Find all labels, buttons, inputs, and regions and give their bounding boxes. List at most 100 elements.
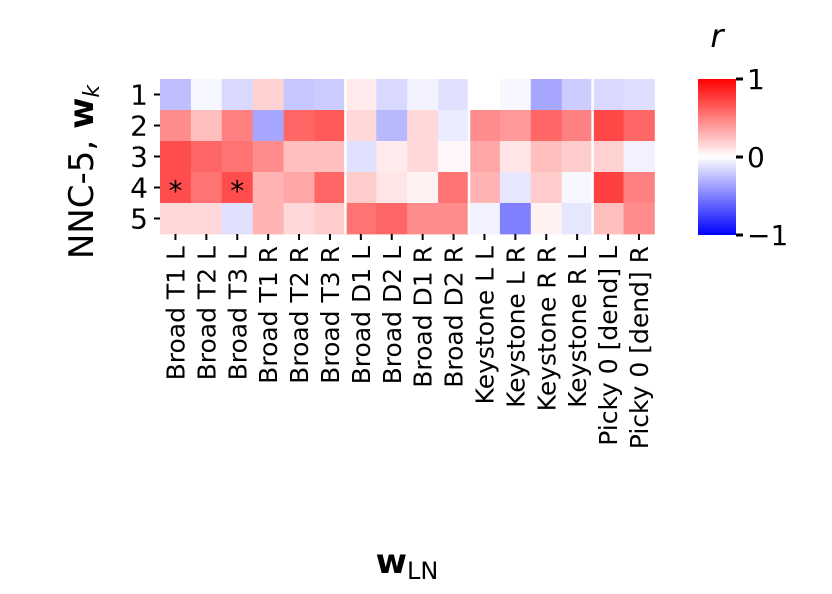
heatmap-cell: [283, 79, 315, 111]
heatmap-cell: [592, 79, 624, 111]
heatmap-cell: [221, 110, 254, 142]
y-axis-label-prefix: NNC-5,: [62, 129, 102, 259]
heatmap-cell: [407, 172, 439, 204]
heatmap-cell: [345, 172, 377, 204]
column-tick-label: Broad T2 L: [192, 246, 221, 380]
heatmap-cell: [345, 79, 377, 111]
significance-marker: *: [168, 175, 182, 208]
heatmap-cell: [345, 141, 377, 173]
column-tick-label: Picky 0 [dend] L: [594, 246, 623, 446]
heatmap-cell: [469, 110, 501, 142]
heatmap-cell: [345, 203, 377, 235]
heatmap-cell: [376, 110, 408, 142]
heatmap-cell: [530, 110, 563, 142]
y-axis-label-bold: w: [62, 98, 102, 129]
column-tick-label: Broad D1 L: [347, 246, 376, 384]
heatmap-cell: [407, 203, 439, 235]
heatmap-cell: [438, 141, 470, 173]
column-tick-label: Broad D2 R: [440, 246, 469, 388]
heatmap-cell: [221, 172, 254, 204]
heatmap-cell: [283, 141, 315, 173]
row-tick-label: 5: [130, 203, 148, 236]
x-axis-label-bold: w: [376, 542, 407, 582]
heatmap-cell: [407, 141, 439, 173]
heatmap-cell: [438, 79, 470, 111]
heatmap-cell: [499, 110, 532, 142]
column-tick-label: Broad T3 L: [223, 246, 252, 380]
row-tick-label: 1: [130, 79, 148, 112]
heatmap-cell: [160, 172, 192, 204]
heatmap-cell: [190, 79, 223, 111]
heatmap-cell: [376, 79, 408, 111]
heatmap-cell: [592, 110, 624, 142]
column-tick-label: Broad T1 R: [254, 246, 283, 384]
heatmap-cell: [376, 172, 408, 204]
colorbar-ticks: 1 0 −1: [736, 63, 788, 252]
heatmap-cell: [407, 79, 439, 111]
colorbar-tick-label: −1: [747, 219, 788, 252]
heatmap-cell: [283, 110, 315, 142]
y-axis-label: NNC-5, wk: [62, 84, 105, 260]
heatmap-cell: [160, 79, 192, 111]
heatmap-cell: [469, 141, 501, 173]
column-tick-labels: Broad T1 L Broad T2 L Broad T3 L Broad T1 R…: [161, 234, 654, 449]
heatmap-cell: [190, 203, 223, 235]
heatmap-cell: [623, 110, 655, 142]
cell-annotations: * *: [168, 175, 244, 208]
heatmap-cell: [499, 141, 532, 173]
heatmap-cell: [530, 79, 563, 111]
heatmap-cell: [314, 79, 346, 111]
heatmap-cell: [221, 79, 254, 111]
heatmap-cell: [469, 203, 501, 235]
heatmap-cell: [376, 203, 408, 235]
column-tick-label: Picky 0 [dend] R: [625, 246, 654, 449]
heatmap-cell: [252, 110, 284, 142]
heatmap-cell: [438, 172, 470, 204]
column-tick-label: Keystone L R: [501, 246, 530, 408]
heatmap-cell: [252, 141, 284, 173]
heatmap-cell: [314, 141, 346, 173]
heatmap-cell: [592, 172, 624, 204]
significance-marker: *: [230, 175, 244, 208]
heatmap-cell: [252, 172, 284, 204]
heatmap-cell: [561, 110, 593, 142]
heatmap-cell: [160, 141, 192, 173]
heatmap-cells: [160, 79, 655, 235]
heatmap-cell: [252, 203, 284, 235]
column-tick-label: Keystone R R: [532, 246, 561, 411]
column-tick-label: Broad T2 R: [285, 246, 314, 384]
heatmap-cell: [623, 172, 655, 204]
heatmap-cell: [592, 141, 624, 173]
row-tick-label: 2: [130, 110, 148, 143]
heatmap-cell: [438, 203, 470, 235]
heatmap-cell: [190, 172, 223, 204]
x-axis-label: wLN: [376, 542, 439, 585]
heatmap-cell: [407, 110, 439, 142]
heatmap-cell: [592, 203, 624, 235]
heatmap-cell: [499, 203, 532, 235]
heatmap-cell: [190, 141, 223, 173]
heatmap-cell: [376, 141, 408, 173]
heatmap-cell: [283, 203, 315, 235]
heatmap-cell: [561, 172, 593, 204]
heatmap-cell: [561, 203, 593, 235]
y-axis-label-sub: k: [80, 84, 105, 98]
x-axis-label-sub: LN: [407, 557, 438, 585]
column-tick-label: Broad D2 L: [378, 246, 407, 384]
heatmap-cell: [530, 172, 563, 204]
heatmap-cell: [623, 141, 655, 173]
heatmap-cell: [530, 203, 563, 235]
colorbar: 1 0 −1 r: [698, 17, 788, 252]
heatmap-cell: [190, 110, 223, 142]
heatmap-cell: [314, 172, 346, 204]
row-tick-label: 3: [130, 141, 148, 174]
colorbar-gradient: [698, 79, 736, 235]
heatmap-cell: [499, 172, 532, 204]
column-tick-label: Keystone R L: [563, 246, 592, 408]
heatmap-cell: [561, 141, 593, 173]
heatmap-cell: [561, 79, 593, 111]
heatmap-cell: [530, 141, 563, 173]
heatmap-cell: [252, 79, 284, 111]
